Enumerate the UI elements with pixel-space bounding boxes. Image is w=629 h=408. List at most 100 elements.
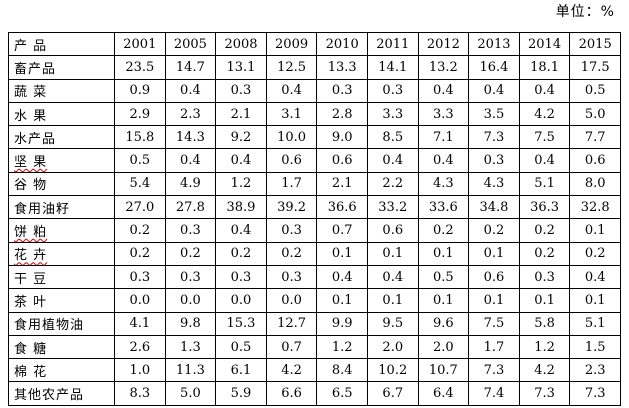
- row-label-text: 棉 花: [14, 364, 48, 380]
- row-label-text: 水 果: [14, 108, 48, 124]
- value-cell: 0.2: [518, 218, 571, 243]
- value-cell: 0.5: [569, 78, 621, 103]
- row-label-text: 花 卉: [14, 248, 48, 264]
- value-cell: 5.1: [518, 171, 571, 197]
- unit-label: 单位：%: [555, 4, 615, 20]
- value-cell: 9.8: [164, 311, 217, 336]
- value-cell: 16.4: [468, 55, 520, 80]
- value-cell: 18.1: [518, 55, 571, 80]
- year-header: 2008: [215, 31, 267, 57]
- value-cell: 14.3: [164, 125, 217, 150]
- value-cell: 5.9: [215, 381, 267, 406]
- value-cell: 5.0: [164, 381, 217, 406]
- value-cell: 3.5: [468, 101, 520, 127]
- year-header: 2005: [164, 31, 217, 57]
- value-cell: 3.3: [366, 101, 419, 127]
- value-cell: 0.4: [215, 218, 267, 243]
- value-cell: 0.1: [468, 288, 520, 313]
- value-cell: 27.0: [114, 195, 166, 220]
- value-cell: 0.2: [114, 218, 166, 243]
- value-cell: 5.8: [518, 311, 571, 336]
- value-cell: 6.7: [366, 381, 419, 406]
- value-cell: 0.4: [366, 148, 419, 173]
- value-cell: 7.4: [468, 381, 520, 406]
- value-cell: 0.3: [164, 264, 217, 290]
- value-cell: 8.4: [316, 358, 368, 383]
- value-cell: 0.4: [468, 78, 520, 103]
- value-cell: 2.3: [164, 101, 217, 127]
- value-cell: 10.2: [366, 358, 419, 383]
- value-cell: 0.6: [265, 148, 318, 173]
- value-cell: 2.8: [316, 101, 368, 127]
- row-label-text: 其他农产品: [14, 388, 85, 404]
- row-label-text: 谷 物: [14, 178, 48, 194]
- value-cell: 0.1: [417, 241, 470, 266]
- value-cell: 9.6: [417, 311, 470, 336]
- table-row: 食用植物油 4.1 9.8 15.3 12.7 9.9 9.5 9.6 7.5 5.8 5.1: [8, 311, 621, 336]
- value-cell: 0.2: [417, 218, 470, 243]
- value-cell: 1.7: [468, 334, 520, 360]
- value-cell: 0.6: [316, 148, 368, 173]
- value-cell: 0.3: [518, 264, 571, 290]
- value-cell: 1.2: [518, 334, 571, 360]
- year-header: 2011: [366, 31, 419, 57]
- table-body: 畜产品 23.5 14.7 13.1 12.5 13.3 14.1 13.2 16.4 18.1 1…: [8, 55, 621, 406]
- value-cell: 0.2: [468, 218, 520, 243]
- row-label: 棉 花: [8, 358, 115, 383]
- value-cell: 0.1: [366, 288, 419, 313]
- row-label: 干 豆: [8, 264, 115, 290]
- row-label: 水产品: [8, 125, 115, 150]
- value-cell: 1.2: [316, 334, 368, 360]
- value-cell: 6.4: [417, 381, 470, 406]
- value-cell: 0.6: [569, 148, 621, 173]
- row-label: 花 卉: [8, 241, 115, 266]
- value-cell: 0.5: [417, 264, 470, 290]
- value-cell: 9.0: [316, 125, 368, 150]
- value-cell: 0.1: [569, 288, 621, 313]
- value-cell: 7.7: [569, 125, 621, 150]
- value-cell: 6.1: [215, 358, 267, 383]
- value-cell: 8.3: [114, 381, 166, 406]
- value-cell: 0.2: [164, 241, 217, 266]
- year-header: 2015: [569, 31, 621, 57]
- row-label: 蔬 菜: [8, 78, 115, 103]
- year-header: 2010: [316, 31, 368, 57]
- row-label-text: 饼 粕: [14, 225, 48, 241]
- table-row: 谷 物 5.4 4.9 1.2 1.7 2.1 2.2 4.3 4.3 5.1 8.0: [8, 171, 621, 197]
- value-cell: 4.2: [265, 358, 318, 383]
- value-cell: 0.2: [215, 241, 267, 266]
- row-label: 食 糖: [8, 334, 115, 360]
- value-cell: 0.3: [316, 78, 368, 103]
- value-cell: 0.1: [316, 288, 368, 313]
- year-header: 2009: [265, 31, 318, 57]
- value-cell: 12.5: [265, 55, 318, 80]
- row-label: 坚 果: [8, 148, 115, 173]
- value-cell: 0.2: [569, 241, 621, 266]
- value-cell: 5.1: [569, 311, 621, 336]
- value-cell: 0.3: [366, 78, 419, 103]
- value-cell: 0.0: [215, 288, 267, 313]
- corner-header: 产 品: [8, 31, 115, 57]
- value-cell: 0.1: [518, 288, 571, 313]
- value-cell: 6.5: [316, 381, 368, 406]
- value-cell: 0.5: [215, 334, 267, 360]
- value-cell: 7.3: [518, 381, 571, 406]
- value-cell: 23.5: [114, 55, 166, 80]
- value-cell: 38.9: [215, 195, 267, 220]
- value-cell: 0.4: [417, 78, 470, 103]
- row-label: 水 果: [8, 101, 115, 127]
- value-cell: 2.6: [114, 334, 166, 360]
- value-cell: 36.3: [518, 195, 571, 220]
- table-row: 水 果 2.9 2.3 2.1 3.1 2.8 3.3 3.3 3.5 4.2 5.0: [8, 101, 621, 127]
- value-cell: 0.3: [215, 264, 267, 290]
- table-row: 干 豆 0.3 0.3 0.3 0.3 0.4 0.4 0.5 0.6 0.3 0.4: [8, 264, 621, 290]
- table-row: 蔬 菜 0.9 0.4 0.3 0.4 0.3 0.3 0.4 0.4 0.4 0.5: [8, 78, 621, 103]
- value-cell: 2.1: [215, 101, 267, 127]
- value-cell: 39.2: [265, 195, 318, 220]
- value-cell: 0.0: [265, 288, 318, 313]
- row-label: 饼 粕: [8, 218, 115, 243]
- value-cell: 0.4: [164, 148, 217, 173]
- value-cell: 0.4: [265, 78, 318, 103]
- value-cell: 9.5: [366, 311, 419, 336]
- value-cell: 7.5: [518, 125, 571, 150]
